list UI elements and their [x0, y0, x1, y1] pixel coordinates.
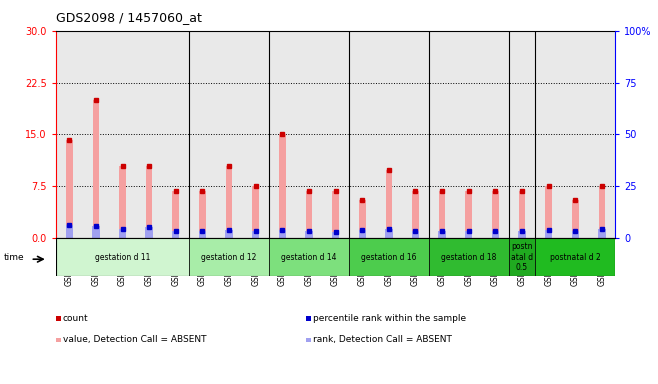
Bar [492, 231, 499, 238]
Bar [119, 229, 126, 238]
Bar [536, 238, 615, 276]
Bar [146, 166, 153, 238]
Bar [226, 230, 233, 238]
Bar [359, 230, 366, 238]
Bar [349, 31, 376, 238]
Bar [439, 191, 445, 238]
Bar [385, 229, 393, 238]
Bar [189, 238, 269, 276]
Text: gestation d 18: gestation d 18 [441, 253, 496, 262]
Bar [412, 231, 419, 238]
Bar [66, 140, 72, 238]
Bar [572, 231, 579, 238]
Bar [66, 225, 73, 238]
Bar [199, 231, 206, 238]
Bar [562, 31, 589, 238]
Text: time: time [3, 253, 24, 262]
Bar [509, 31, 536, 238]
Text: gestation d 11: gestation d 11 [95, 253, 150, 262]
Bar [599, 186, 605, 238]
Bar [216, 31, 242, 238]
Bar [465, 231, 472, 238]
Bar [163, 31, 189, 238]
Text: gestation d 12: gestation d 12 [201, 253, 257, 262]
Bar [322, 31, 349, 238]
Bar [572, 200, 578, 238]
Bar [402, 31, 429, 238]
Bar [332, 191, 339, 238]
Text: gestation d 16: gestation d 16 [361, 253, 417, 262]
Bar [386, 170, 392, 238]
Text: postnatal d 2: postnatal d 2 [550, 253, 601, 262]
Bar [519, 191, 525, 238]
Bar [145, 227, 153, 238]
Bar [519, 231, 526, 238]
Text: value, Detection Call = ABSENT: value, Detection Call = ABSENT [63, 335, 206, 344]
Bar [242, 31, 269, 238]
Bar [199, 191, 206, 238]
Bar [172, 191, 179, 238]
Bar [545, 186, 552, 238]
Bar [82, 31, 109, 238]
Bar [429, 238, 509, 276]
Bar [269, 31, 295, 238]
Bar [305, 191, 313, 238]
Bar [252, 231, 259, 238]
Bar [589, 31, 615, 238]
Bar [509, 238, 536, 276]
Bar [455, 31, 482, 238]
Bar [56, 31, 82, 238]
Bar [349, 238, 429, 276]
Bar [598, 229, 605, 238]
Bar [305, 231, 313, 238]
Bar [119, 166, 126, 238]
Bar [492, 191, 499, 238]
Bar [332, 232, 340, 238]
Bar [226, 166, 232, 238]
Bar [56, 238, 189, 276]
Bar [359, 200, 366, 238]
Text: gestation d 14: gestation d 14 [281, 253, 337, 262]
Text: postn
atal d
0.5: postn atal d 0.5 [511, 242, 533, 272]
Bar [269, 238, 349, 276]
Bar [278, 230, 286, 238]
Bar [376, 31, 402, 238]
Bar [465, 191, 472, 238]
Bar [93, 100, 99, 238]
Bar [109, 31, 136, 238]
Text: rank, Detection Call = ABSENT: rank, Detection Call = ABSENT [313, 335, 451, 344]
Bar [429, 31, 455, 238]
Bar [189, 31, 216, 238]
Bar [536, 31, 562, 238]
Bar [136, 31, 163, 238]
Bar [482, 31, 509, 238]
Text: percentile rank within the sample: percentile rank within the sample [313, 314, 466, 323]
Text: GDS2098 / 1457060_at: GDS2098 / 1457060_at [56, 12, 202, 25]
Bar [92, 226, 99, 238]
Bar [412, 191, 418, 238]
Bar [438, 231, 445, 238]
Bar [295, 31, 322, 238]
Bar [279, 134, 286, 238]
Bar [545, 230, 552, 238]
Bar [172, 231, 180, 238]
Bar [253, 186, 259, 238]
Text: count: count [63, 314, 88, 323]
